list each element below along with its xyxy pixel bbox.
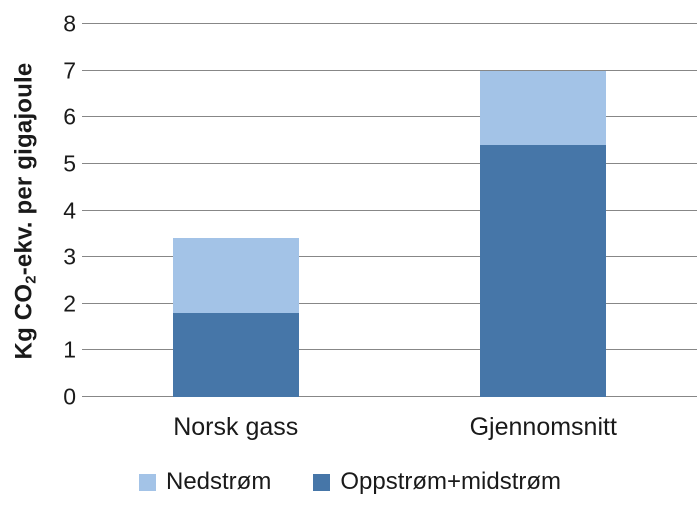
y-tick-label-7: 7	[63, 57, 76, 84]
y-tick-label-1: 1	[63, 336, 76, 363]
bar-segment	[172, 313, 299, 397]
plot-area: Norsk gass Gjennomsnitt	[82, 23, 697, 441]
bar-segment	[480, 145, 607, 397]
gridline-y-6	[82, 116, 697, 118]
bar-stack-1	[172, 24, 299, 397]
gridline-y-2	[82, 302, 697, 304]
gridline-y-3	[82, 256, 697, 258]
y-tick-label-4: 4	[63, 197, 76, 223]
y-axis-tick-labels: 0 1 2 3 4 5 6 7 8	[0, 12, 76, 408]
y-tick-label-3: 3	[63, 243, 76, 270]
legend-swatch-icon	[138, 473, 156, 491]
gridline-y-1	[82, 349, 697, 351]
legend: Nedstrøm Oppstrøm+midstrøm	[0, 468, 700, 496]
bar-segment	[480, 70, 607, 146]
y-tick-label-2: 2	[63, 290, 76, 317]
legend-item: Oppstrøm+midstrøm	[313, 468, 561, 496]
y-tick-label-6: 6	[63, 103, 76, 130]
gridline-y-0	[82, 396, 697, 397]
gridline-y-8	[82, 23, 697, 24]
y-tick-label-5: 5	[63, 150, 76, 177]
gridline-y-7	[82, 69, 697, 71]
bar-stack-2	[480, 24, 607, 397]
legend-swatch-icon	[313, 473, 331, 491]
legend-label: Oppstrøm+midstrøm	[340, 468, 562, 495]
gridline-y-5	[82, 162, 697, 164]
y-tick-label-8: 8	[63, 10, 76, 37]
x-category-label: Norsk gass	[173, 413, 299, 441]
legend-label: Nedstrøm	[165, 468, 272, 495]
legend-item: Nedstrøm	[138, 468, 272, 496]
y-tick-label-0: 0	[63, 383, 76, 410]
gridline-y-4	[82, 209, 697, 211]
x-category-label: Gjennomsnitt	[469, 413, 617, 441]
bar-segment	[172, 238, 299, 314]
